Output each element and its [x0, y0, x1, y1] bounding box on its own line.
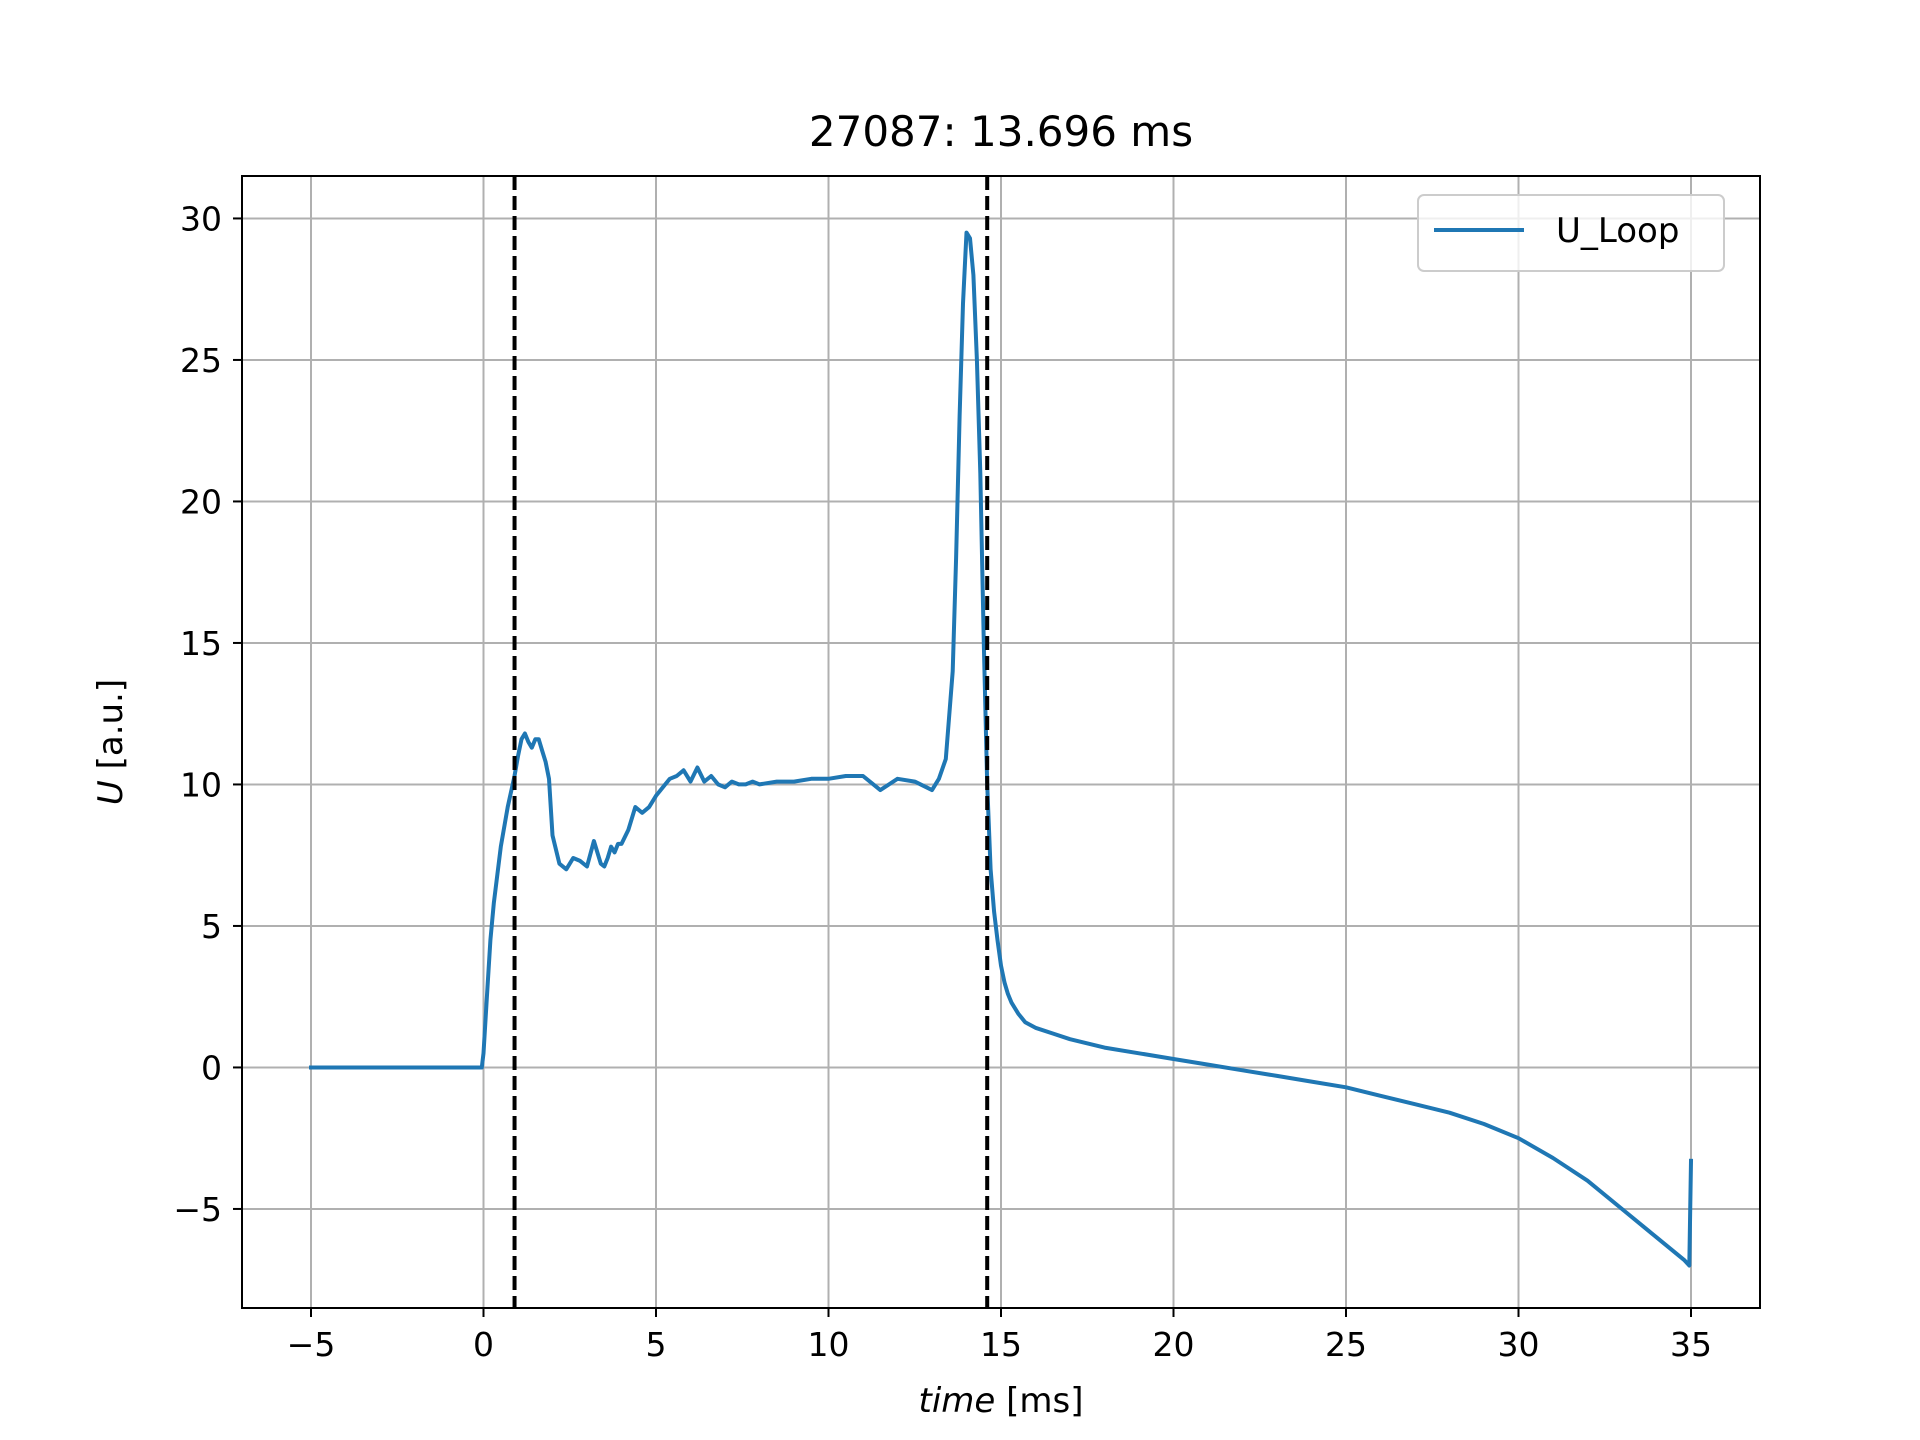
- x-tick-label: −5: [287, 1325, 336, 1364]
- grid: [242, 176, 1760, 1308]
- x-tick-label: 30: [1498, 1325, 1540, 1364]
- y-tick-label: 25: [180, 341, 222, 380]
- y-axis-label-unit: [a.u.]: [91, 679, 131, 780]
- y-axis-label: U [a.u.]: [91, 679, 131, 805]
- x-axis-label-unit: [ms]: [995, 1381, 1083, 1421]
- x-tick-label: 35: [1670, 1325, 1712, 1364]
- legend: U_Loop: [1417, 194, 1725, 272]
- x-axis-label-italic: time: [919, 1381, 996, 1421]
- y-tick-label: 30: [180, 199, 222, 238]
- y-tick-label: 0: [201, 1048, 222, 1087]
- x-tick-label: 15: [980, 1325, 1022, 1364]
- y-tick-label: 15: [180, 624, 222, 663]
- legend-label-u-loop: U_Loop: [1556, 211, 1679, 251]
- y-tick-label: 5: [201, 907, 222, 946]
- x-tick-label: 10: [808, 1325, 850, 1364]
- y-tick-label: 10: [180, 765, 222, 804]
- y-tick-label: −5: [173, 1190, 222, 1229]
- x-tick-label: 5: [646, 1325, 667, 1364]
- plot-area: [309, 176, 1694, 1308]
- y-axis-label-italic: U: [91, 780, 131, 805]
- x-tick-label: 25: [1325, 1325, 1367, 1364]
- chart-title: 27087: 13.696 ms: [809, 107, 1193, 156]
- axis-ticks: −5 0 5 10 15 20 25 30 35 −5 0 5 10 15 20 25 30: [173, 199, 1712, 1364]
- legend-box: [1417, 194, 1725, 272]
- y-tick-label: 20: [180, 482, 222, 521]
- x-tick-label: 0: [473, 1325, 494, 1364]
- x-axis-label: time [ms]: [919, 1381, 1084, 1421]
- x-tick-label: 20: [1153, 1325, 1195, 1364]
- series-line-u-loop: [309, 230, 1694, 1268]
